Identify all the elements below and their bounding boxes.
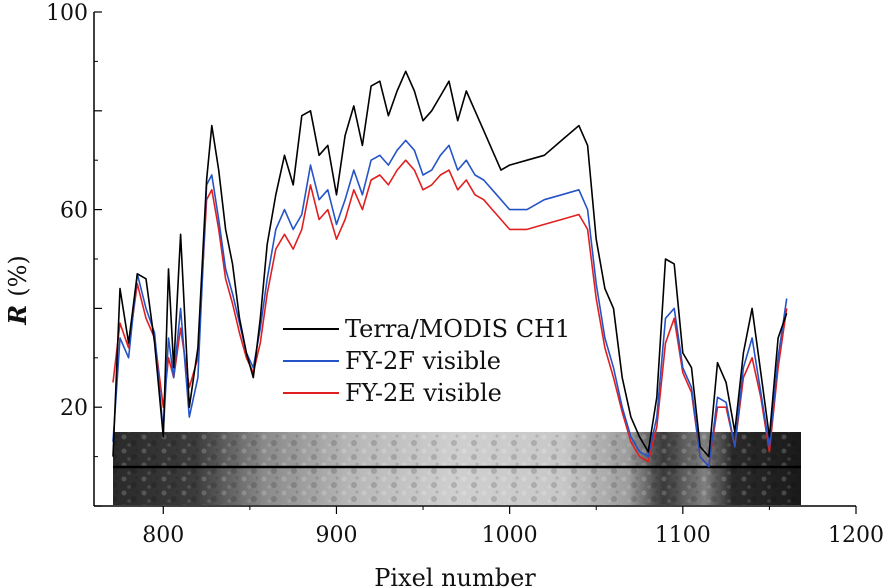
legend-label: FY-2E visible [345, 379, 502, 407]
inset-satellite-strip [113, 432, 801, 505]
y-tick-label: 60 [60, 199, 88, 224]
series-line-fy-2e-visible [112, 159, 788, 468]
y-axis-symbol: R [3, 305, 32, 326]
legend-label: FY-2F visible [345, 347, 501, 375]
y-tick-label: 100 [46, 1, 88, 26]
y-tick-label: 20 [60, 396, 88, 421]
y-axis-unit: (%) [4, 255, 32, 297]
legend: Terra/MODIS CH1 FY-2F visible FY-2E visibl… [283, 315, 570, 407]
x-tick-label: 1200 [828, 523, 884, 548]
legend-label: Terra/MODIS CH1 [345, 315, 570, 343]
x-tick-label: 1000 [482, 523, 538, 548]
series-lines [112, 70, 788, 468]
satellite-strip-texture [113, 432, 801, 505]
series-line-terra-modis-ch1 [112, 70, 788, 458]
y-axis-title: R (%) [3, 255, 32, 325]
x-tick-label: 1100 [655, 523, 711, 548]
x-tick-label: 900 [315, 523, 357, 548]
axes: 20 60 100 800 900 1000 1100 1200 Pixel number R (%… [3, 1, 884, 588]
x-axis-title: Pixel number [374, 564, 536, 588]
series-line-fy-2f-visible [112, 139, 788, 468]
x-tick-label: 800 [142, 523, 184, 548]
